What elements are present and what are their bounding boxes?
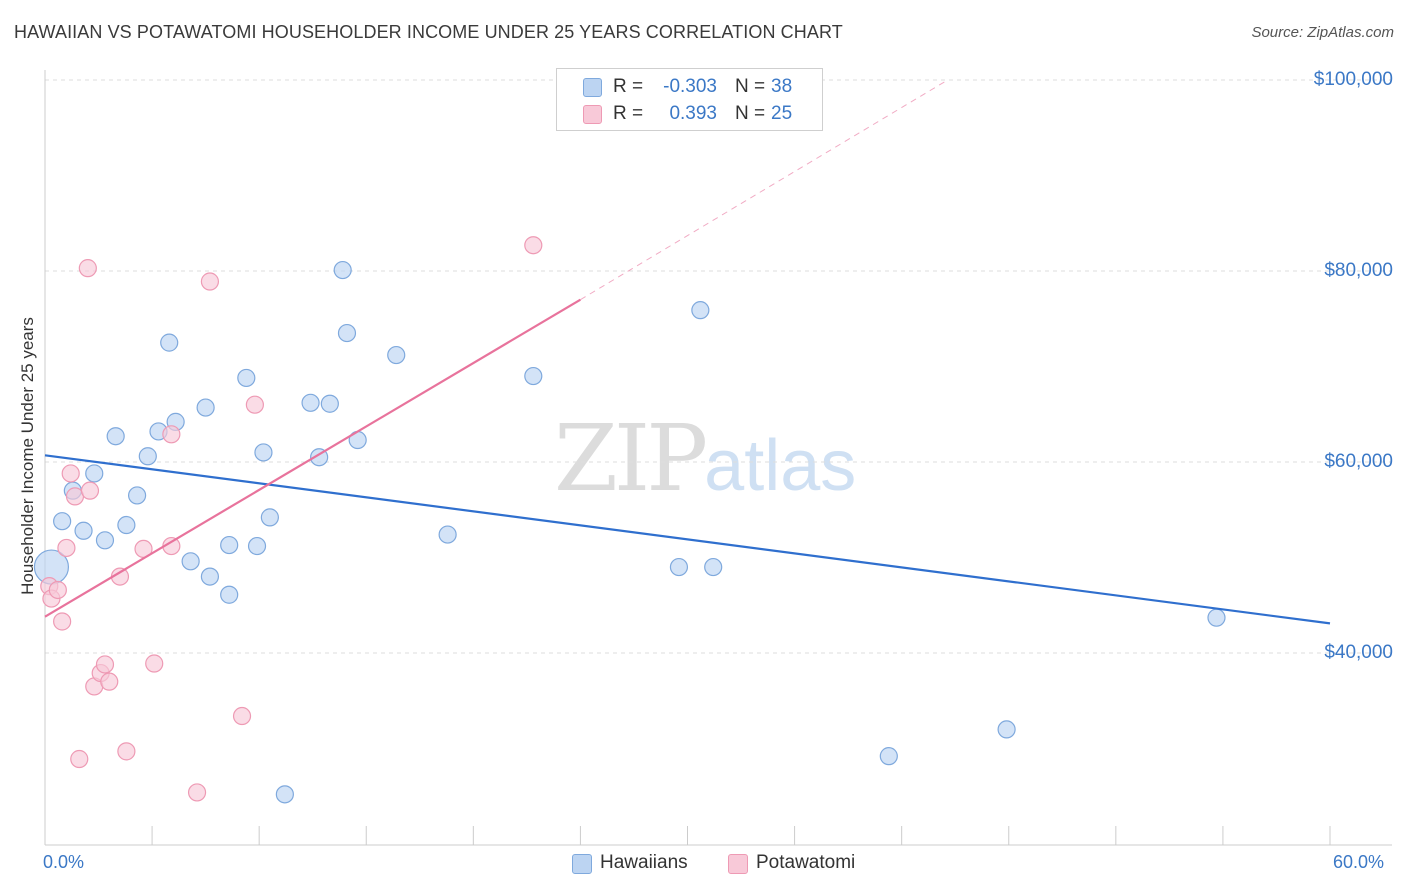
potawatomi-point: [57, 538, 76, 558]
hawaiians-swatch-icon: [583, 78, 602, 97]
stats-row-potawatomi: R = 0.393 N = 25: [557, 101, 822, 127]
hawaiian-point: [301, 393, 320, 412]
hawaiian-point: [438, 525, 457, 544]
hawaiian-point: [260, 508, 279, 527]
potawatomi-trend-extension: [580, 81, 945, 301]
hawaiians-legend-icon: [572, 854, 592, 874]
hawaiian-point: [275, 785, 294, 804]
n-label: N =: [735, 76, 766, 97]
hawaiian-point: [524, 366, 543, 386]
watermark-atlas: atlas: [704, 426, 857, 506]
y-tick-label: $100,000: [1313, 69, 1393, 90]
watermark: ZIPatlas: [554, 405, 856, 512]
hawaiian-point: [127, 486, 147, 505]
y-tick-label: $40,000: [1324, 642, 1393, 663]
hawaiian-point: [95, 531, 115, 550]
potawatomi-point: [70, 749, 89, 769]
hawaiian-point: [333, 260, 352, 280]
hawaiian-point: [691, 301, 710, 320]
potawatomi-point: [95, 655, 115, 674]
hawaiian-point: [337, 323, 357, 343]
hawaiian-point: [879, 747, 898, 766]
r-value: -0.303: [663, 76, 717, 97]
r-value: 0.393: [669, 103, 717, 124]
hawaiian-point: [1207, 608, 1226, 627]
n-label: N =: [735, 103, 766, 124]
potawatomi-point: [100, 672, 119, 691]
legend-label: Hawaiians: [600, 852, 688, 873]
potawatomi-point: [162, 425, 181, 444]
hawaiian-point: [138, 447, 157, 466]
hawaiian-point: [997, 720, 1016, 739]
watermark-zip: ZIP: [554, 405, 708, 512]
y-tick-label: $60,000: [1324, 451, 1393, 472]
potawatomi-point: [200, 272, 220, 291]
hawaiian-point: [220, 535, 239, 555]
n-value: 38: [771, 76, 793, 97]
potawatomi-point: [117, 742, 136, 761]
potawatomi-point: [61, 464, 80, 483]
x-tick-label-max: 60.0%: [1333, 852, 1385, 872]
hawaiian-point: [117, 515, 136, 535]
y-tick-label: $80,000: [1324, 260, 1393, 281]
hawaiian-point: [200, 567, 220, 586]
n-value: 25: [771, 103, 793, 124]
stats-row-hawaiians: R = -0.303 N = 38: [557, 74, 822, 100]
hawaiian-point: [254, 443, 273, 462]
x-tick-label-min: 0.0%: [43, 852, 85, 872]
potawatomi-point: [187, 783, 207, 802]
potawatomi-legend-icon: [728, 854, 748, 874]
hawaiian-point: [237, 368, 256, 388]
hawaiian-point: [220, 585, 239, 604]
r-label: R =: [613, 103, 644, 124]
hawaiian-point: [320, 394, 339, 413]
stats-box: R = -0.303 N = 38 R = 0.393 N = 25: [556, 68, 823, 131]
source-credit: Source: ZipAtlas.com: [1251, 24, 1394, 41]
hawaiian-point: [53, 512, 72, 531]
potawatomi-point: [145, 654, 164, 673]
hawaiian-point: [704, 557, 723, 577]
hawaiians-trend-line: [44, 454, 1331, 625]
potawatomi-point: [53, 612, 72, 631]
hawaiian-point: [247, 536, 267, 556]
hawaiian-point: [85, 464, 104, 483]
legend-label: Potawatomi: [756, 852, 856, 873]
hawaiian-point: [387, 345, 406, 365]
r-label: R =: [613, 76, 644, 97]
hawaiian-point: [160, 333, 179, 352]
hawaiian-point: [196, 398, 215, 417]
hawaiian-point: [669, 557, 689, 577]
hawaiian-point: [74, 521, 93, 540]
potawatomi-point: [245, 395, 264, 414]
potawatomi-point: [232, 706, 252, 726]
potawatomi-point: [80, 481, 100, 500]
potawatomi-trend-line: [44, 298, 581, 618]
potawatomi-point: [524, 236, 543, 255]
potawatomi-swatch-icon: [583, 105, 602, 124]
hawaiian-point: [181, 552, 200, 571]
chart-title: HAWAIIAN VS POTAWATOMI HOUSEHOLDER INCOM…: [14, 22, 843, 42]
potawatomi-point: [48, 580, 67, 600]
potawatomi-point: [78, 259, 97, 278]
hawaiian-point: [106, 427, 125, 446]
